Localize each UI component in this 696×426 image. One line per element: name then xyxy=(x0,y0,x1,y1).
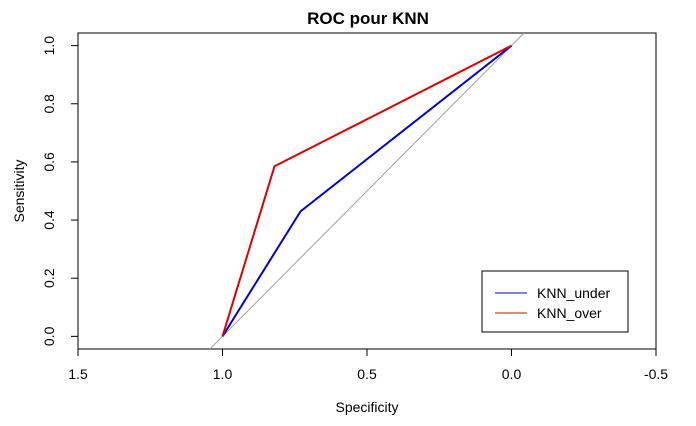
series-line-knn-over xyxy=(221,44,512,337)
legend-label-knn-under: KNN_under xyxy=(537,285,610,301)
series-line-knn-under xyxy=(221,44,513,337)
legend-label-knn-over: KNN_over xyxy=(537,305,602,321)
x-tick-label-2: 0.5 xyxy=(357,366,377,382)
plot-lines xyxy=(209,32,525,350)
y-tick-label-2: 0.4 xyxy=(41,210,57,230)
y-tick-label-3: 0.6 xyxy=(41,152,57,172)
x-tick-label-4: -0.5 xyxy=(644,366,668,382)
y-axis-label: Sensitivity xyxy=(11,159,27,222)
legend: KNN_under KNN_over xyxy=(481,270,629,333)
x-axis-label: Specificity xyxy=(335,399,398,415)
y-axis: 0.0 0.2 0.4 0.6 0.8 1.0 xyxy=(41,36,79,346)
x-tick-label-3: 0.0 xyxy=(502,366,522,382)
x-tick-label-0: 1.5 xyxy=(68,366,88,382)
y-tick-label-5: 1.0 xyxy=(41,36,57,56)
y-tick-label-4: 0.8 xyxy=(41,94,57,114)
legend-box xyxy=(481,270,629,333)
x-axis: 1.5 1.0 0.5 0.0 -0.5 xyxy=(68,348,668,382)
x-tick-label-1: 1.0 xyxy=(213,366,233,382)
chart-title: ROC pour KNN xyxy=(307,9,429,28)
y-tick-label-1: 0.2 xyxy=(41,268,57,288)
y-tick-label-0: 0.0 xyxy=(41,326,57,346)
reference-diagonal xyxy=(209,32,525,350)
